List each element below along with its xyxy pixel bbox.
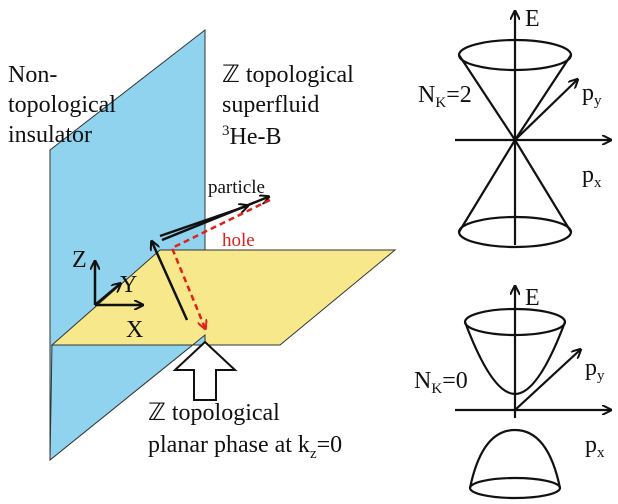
text: =0: [317, 432, 343, 458]
index-label: NK=2: [418, 82, 472, 111]
left-label: topological: [8, 92, 116, 118]
axis: [514, 80, 577, 141]
planar-phase-plane: [50, 249, 397, 346]
bottom-label: planar phase at kz=0: [148, 432, 342, 462]
text: N: [414, 368, 431, 394]
text: p: [585, 355, 597, 381]
axis: [94, 284, 120, 306]
cone-rim: [468, 476, 562, 500]
hole-label: hole: [222, 230, 255, 251]
energy-label: E: [525, 285, 540, 311]
text: p: [582, 162, 594, 188]
axis: [514, 350, 580, 411]
right-label: ℤ topological: [222, 62, 354, 88]
axis-label: Y: [120, 272, 137, 298]
sub: y: [594, 93, 602, 109]
left-label: Non-: [8, 62, 57, 88]
text: p: [582, 80, 594, 106]
px-label: px: [582, 162, 602, 191]
text: planar phase at k: [148, 432, 310, 458]
bottom-label: ℤ topological: [148, 400, 280, 426]
axis-label: X: [126, 317, 143, 343]
energy-label: E: [525, 6, 540, 32]
text: =0: [442, 368, 468, 394]
text: p: [585, 432, 597, 458]
arrow: [159, 206, 247, 238]
px-label: px: [585, 432, 605, 461]
sup: 3: [222, 123, 230, 139]
sub: K: [431, 381, 442, 397]
arrow: [152, 242, 189, 321]
axis-label: Z: [72, 247, 87, 273]
dirac-cone: [455, 12, 610, 249]
py-label: py: [585, 355, 605, 384]
cone-side: [468, 428, 562, 489]
sub: z: [310, 446, 317, 462]
isotope: He-B: [230, 124, 282, 150]
text: =2: [446, 82, 472, 108]
hollow-arrow: [172, 340, 238, 401]
sub: y: [597, 368, 605, 384]
left-label: insulator: [8, 122, 92, 148]
right-label: 3He-B: [222, 123, 281, 150]
sub: x: [594, 175, 602, 191]
text: N: [418, 82, 435, 108]
front-plane-part: [49, 333, 206, 462]
particle-label: particle: [208, 177, 265, 198]
index-label: NK=0: [414, 368, 468, 397]
gapped-cone: [455, 287, 610, 500]
sub: K: [435, 95, 446, 111]
sub: x: [597, 445, 605, 461]
right-label: superfluid: [222, 92, 319, 118]
py-label: py: [582, 80, 602, 109]
